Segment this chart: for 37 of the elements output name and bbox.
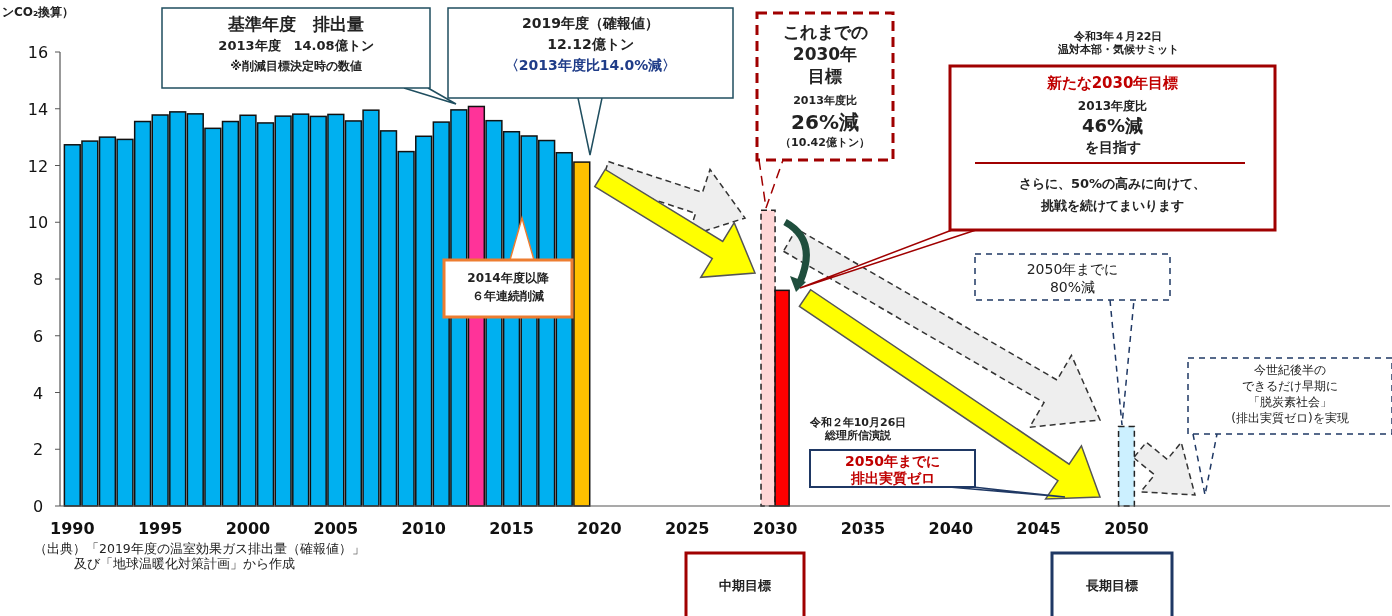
y-tick-label: 16 — [27, 43, 49, 62]
bar — [774, 289, 790, 507]
x-tick-label: 2000 — [225, 519, 271, 538]
y-tick-label: 6 — [32, 326, 44, 346]
annotation: 令和3年４月22日温対本部・気候サミット — [1056, 30, 1179, 56]
y-tick-label: 0 — [32, 497, 44, 516]
x-tick-label: 2035 — [840, 519, 886, 538]
y-tick-label: 8 — [32, 270, 44, 289]
x-tick-label: 2045 — [1016, 519, 1061, 538]
annotation: 2019年度（確報値）12.12億トン〈2013年度比14.0%減〉 — [504, 15, 677, 73]
y-tick-label: 2 — [32, 440, 44, 460]
x-tick-label: 2015 — [489, 519, 534, 538]
text: 長期目標 — [1085, 578, 1138, 593]
annotation: 2050年までに80%減 — [1026, 261, 1119, 295]
x-tick-label: 2030 — [752, 519, 798, 538]
y-tick-label: 14 — [27, 99, 49, 119]
y-tick-label: 12 — [27, 156, 49, 176]
annotation: 2014年度以降６年連続削減 — [467, 271, 550, 303]
y-tick-label: 4 — [32, 383, 44, 403]
x-tick-label: 2040 — [928, 519, 974, 538]
x-tick-label: 1990 — [50, 519, 95, 538]
x-tick-label: 2020 — [577, 519, 622, 538]
x-tick-label: 2025 — [664, 519, 710, 538]
x-tick-label: 1995 — [137, 519, 183, 538]
x-tick-label: 2005 — [313, 519, 359, 538]
text: （出典）「2019年度の温室効果ガス排出量（確報値）」及び「地球温暖化対策計画」から作成 — [34, 541, 365, 571]
y-tick-label: 10 — [27, 213, 49, 233]
annotation: 2050年までに排出実質ゼロ — [845, 453, 940, 486]
text: 中期目標 — [719, 578, 771, 593]
annotation: これまでの2030年目標2013年度比26%減（10.42億トン） — [780, 22, 870, 149]
annotation: 今世紀後半のできるだけ早期に「脱炭素社会」(排出実質ゼロ)を実現 — [1231, 363, 1349, 425]
text: 新たな2030年目標2013年度比46%減を目指すさらに、50%の高みに向けて、挑戦を続けてまいります — [1018, 74, 1207, 213]
annotation: 令和２年10月26日総理所信演説 — [808, 416, 907, 442]
y-axis-title: ンCO₂換算） — [2, 5, 75, 19]
x-tick-label: 2010 — [401, 519, 446, 538]
annotation: 基準年度 排出量2013年度 14.08億トン※削減目標決定時の数値 — [218, 14, 374, 73]
x-tick-label: 2050 — [1104, 519, 1149, 538]
